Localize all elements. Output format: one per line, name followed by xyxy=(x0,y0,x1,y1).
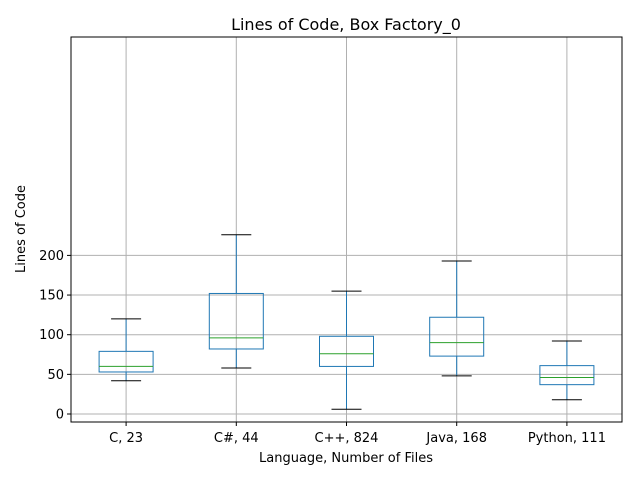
axis-ticks: 0 50 100 150 200 C, 23 C#, 44 C++, 824 Java, 168… xyxy=(39,249,606,446)
iqr-box xyxy=(319,335,374,367)
x-axis-label: Language, Number of Files xyxy=(259,451,433,466)
box-series xyxy=(98,234,595,410)
y-tick-label: 50 xyxy=(47,368,64,383)
y-tick-label: 100 xyxy=(39,328,64,343)
iqr-box xyxy=(539,365,595,386)
x-tick-label: C#, 44 xyxy=(214,431,259,446)
x-tick-label: C, 23 xyxy=(109,431,143,446)
y-tick-label: 200 xyxy=(39,249,64,264)
iqr-box xyxy=(429,316,485,357)
x-tick-label: C++, 824 xyxy=(315,431,379,446)
y-tick-label: 150 xyxy=(39,289,64,304)
box-1 xyxy=(208,234,264,369)
chart-title: Lines of Code, Box Factory_0 xyxy=(231,15,461,35)
x-tick-label: Python, 111 xyxy=(528,431,606,446)
box-3 xyxy=(429,260,485,377)
box-2 xyxy=(319,290,374,410)
y-tick-label: 0 xyxy=(56,408,64,423)
x-tick-label: Java, 168 xyxy=(425,431,487,446)
box-4 xyxy=(539,340,595,401)
y-axis-label: Lines of Code xyxy=(14,185,29,273)
iqr-box xyxy=(208,292,264,350)
iqr-box xyxy=(98,350,154,373)
box-0 xyxy=(98,318,154,382)
